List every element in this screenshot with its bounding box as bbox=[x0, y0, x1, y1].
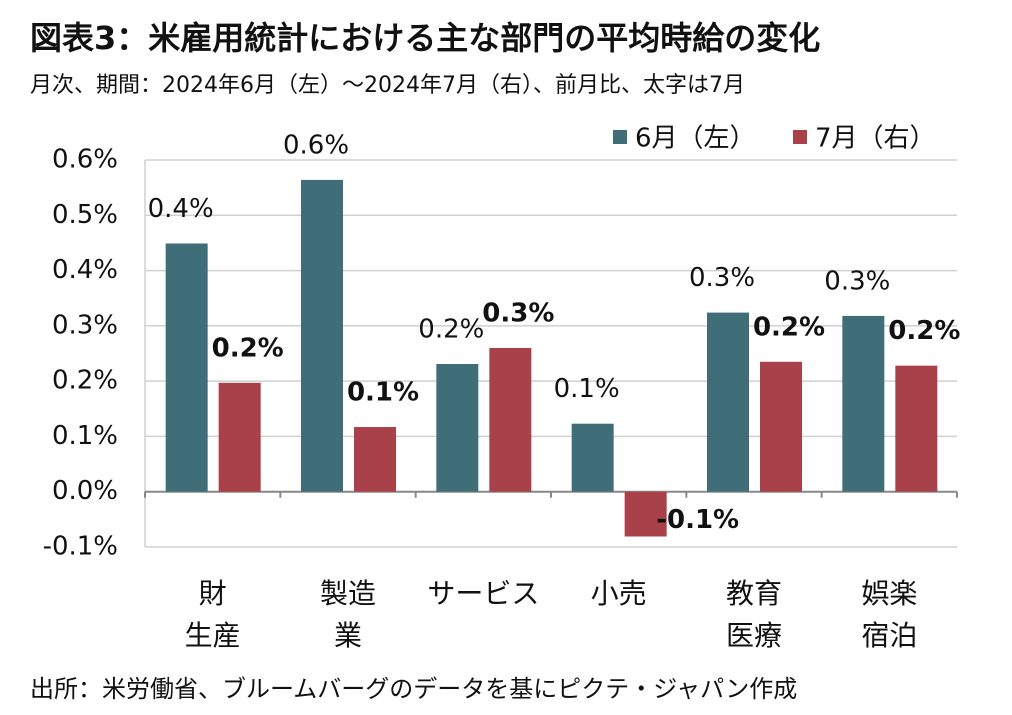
x-tick-label: 宿泊 bbox=[861, 619, 917, 652]
bar bbox=[707, 312, 749, 492]
x-tick-label: 小売 bbox=[591, 577, 647, 610]
bar bbox=[895, 365, 938, 492]
bar bbox=[436, 364, 479, 492]
source-note: 出所：米労働省、ブルームバーグのデータを基にピクテ・ジャパン作成 bbox=[30, 675, 797, 703]
y-tick-label: 0.1% bbox=[52, 421, 118, 451]
data-label: 0.3% bbox=[689, 263, 755, 293]
x-tick-label: 娯楽 bbox=[861, 577, 917, 610]
x-tick-label: 教育 bbox=[726, 577, 782, 610]
y-tick-label: 0.6% bbox=[52, 145, 118, 175]
y-tick-label: -0.1% bbox=[43, 532, 118, 562]
bar bbox=[571, 423, 614, 492]
y-tick-label: 0.2% bbox=[52, 366, 118, 396]
data-label: 0.3% bbox=[824, 266, 890, 296]
data-label: 0.2% bbox=[418, 315, 484, 345]
data-label: 0.2% bbox=[753, 312, 825, 342]
bar bbox=[489, 347, 532, 492]
x-tick-label: 財 bbox=[199, 577, 227, 610]
bar bbox=[842, 315, 885, 492]
legend-swatch bbox=[793, 130, 807, 144]
bar bbox=[354, 427, 396, 492]
y-tick-label: 0.4% bbox=[52, 255, 118, 285]
x-tick-label: 生産 bbox=[185, 619, 241, 652]
x-tick-label: 医療 bbox=[726, 619, 782, 652]
data-label: 0.1% bbox=[554, 374, 620, 404]
data-label: 0.4% bbox=[148, 194, 214, 224]
y-tick-label: 0.0% bbox=[52, 476, 118, 506]
chart-title: 図表3：米雇用統計における主な部門の平均時給の変化 bbox=[30, 19, 820, 57]
legend-label: 6月（左） bbox=[635, 124, 756, 154]
x-tick-label: 製造 bbox=[320, 577, 376, 610]
y-tick-label: 0.5% bbox=[52, 200, 118, 230]
legend-label: 7月（右） bbox=[815, 124, 936, 154]
bar bbox=[624, 491, 667, 537]
x-tick-label: 業 bbox=[334, 619, 362, 652]
data-label: -0.1% bbox=[656, 505, 739, 535]
chart-subtitle: 月次、期間：2024年6月（左）～2024年7月（右）、前月比、太字は7月 bbox=[30, 73, 745, 98]
bar bbox=[165, 243, 208, 492]
legend-swatch bbox=[613, 130, 627, 144]
data-label: 0.2% bbox=[212, 333, 284, 363]
x-tick-label: サービス bbox=[427, 577, 539, 610]
data-label: 0.1% bbox=[347, 378, 419, 408]
data-label: 0.2% bbox=[888, 316, 960, 346]
y-tick-label: 0.3% bbox=[52, 310, 118, 340]
bar bbox=[760, 361, 802, 492]
data-label: 0.3% bbox=[482, 298, 554, 328]
bar bbox=[301, 179, 343, 492]
bar bbox=[218, 382, 261, 492]
data-label: 0.6% bbox=[283, 130, 349, 160]
